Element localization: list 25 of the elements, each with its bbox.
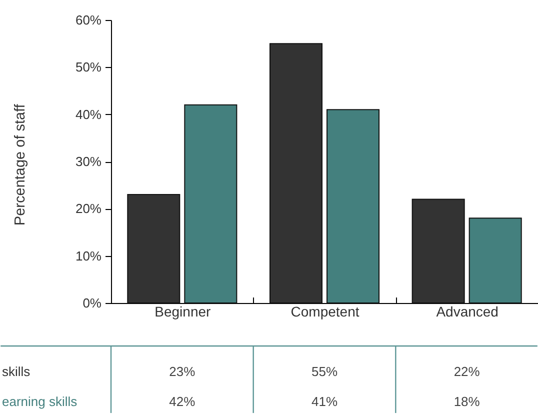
x-tick-label: Advanced	[436, 304, 498, 320]
y-tick-label: 60%	[75, 12, 102, 28]
bar	[184, 104, 238, 304]
y-tick-label: 0%	[82, 296, 102, 310]
y-tick-label: 10%	[75, 248, 102, 264]
y-tick-label: 30%	[75, 154, 102, 169]
data-label: 42%	[169, 394, 196, 409]
y-axis-title: Percentage of staff	[12, 103, 28, 226]
x-tick-label: Competent	[290, 304, 360, 320]
y-tick-label: 50%	[75, 60, 102, 75]
data-label: 22%	[454, 364, 480, 379]
y-tick-label: 20%	[75, 201, 102, 216]
text: skills	[2, 364, 31, 379]
data-label: 18%	[454, 394, 480, 409]
bar	[127, 194, 180, 304]
data-label: 55%	[311, 364, 338, 379]
y-tick-label: 40%	[75, 106, 102, 122]
data-label: 41%	[311, 394, 338, 409]
x-tick-label: Beginner	[154, 304, 212, 320]
bar	[326, 109, 380, 304]
data-label: 23%	[169, 364, 196, 379]
bar	[269, 43, 322, 304]
bar	[468, 218, 522, 304]
text: earning skills	[2, 394, 78, 409]
bar	[412, 198, 465, 304]
